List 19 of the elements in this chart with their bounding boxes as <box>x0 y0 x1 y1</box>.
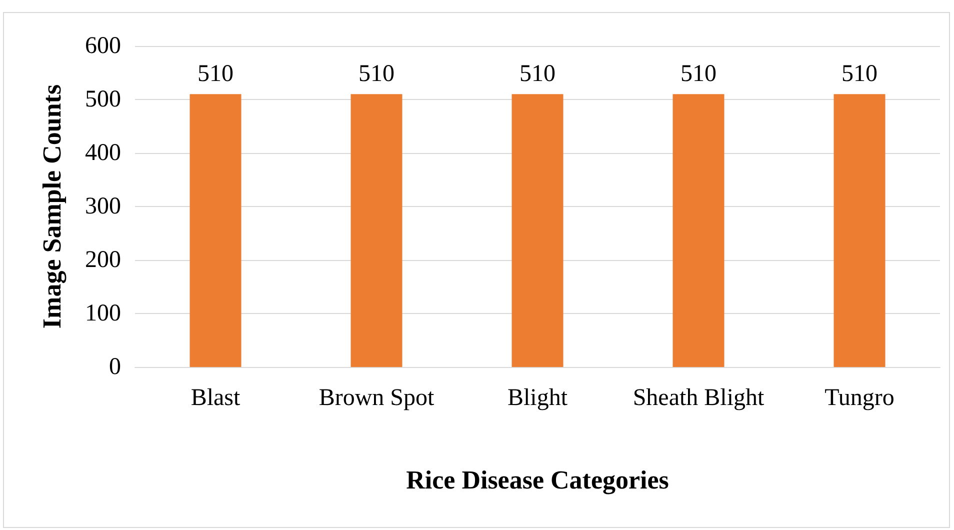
data-label: 510 <box>198 61 234 88</box>
x-tick-label: Blast <box>190 385 240 411</box>
data-label: 510 <box>520 61 556 88</box>
y-tick-label: 300 <box>85 194 121 220</box>
y-tick-label: 0 <box>109 354 121 380</box>
x-axis-title: Rice Disease Categories <box>406 466 669 494</box>
y-tick-label: 600 <box>85 33 121 59</box>
data-label: 510 <box>842 61 878 88</box>
y-tick-label: 400 <box>85 140 121 166</box>
x-tick-label: Tungro <box>824 385 894 411</box>
data-label: 510 <box>680 61 716 88</box>
y-tick-label: 500 <box>85 86 121 112</box>
x-tick-label: Sheath Blight <box>632 385 764 411</box>
x-tick-label: Brown Spot <box>318 385 434 411</box>
data-label: 510 <box>358 61 394 88</box>
y-axis-title: Image Sample Counts <box>38 84 66 329</box>
x-tick-label: Blight <box>507 385 568 411</box>
y-tick-label: 100 <box>85 300 121 326</box>
y-tick-label: 200 <box>85 247 121 273</box>
